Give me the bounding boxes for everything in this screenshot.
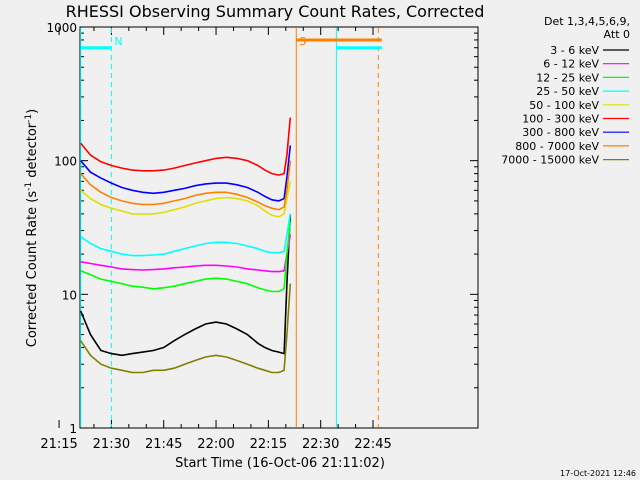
x-tick-label: 21:30 [93, 437, 130, 452]
plot-frame [79, 26, 479, 429]
series-line-3 [80, 221, 292, 293]
annotation-s: S [299, 35, 306, 48]
chart-title: RHESSI Observing Summary Count Rates, Co… [66, 2, 485, 21]
x-tick-label: 22:15 [250, 437, 287, 452]
x-tick-label: 21:15 [40, 437, 77, 452]
series-line-7 [80, 145, 292, 202]
legend-label: 25 - 50 keV [536, 85, 599, 98]
legend-label: 6 - 12 keV [543, 58, 599, 71]
series-line-4 [80, 213, 292, 257]
y-axis-label: Corrected Count Rate (s-1 detector-1) [24, 109, 40, 347]
legend-label: 12 - 25 keV [536, 71, 599, 84]
x-axis-label: Start Time (16-Oct-06 21:11:02) [175, 456, 385, 471]
timestamp: 17-Oct-2021 12:46 [560, 469, 636, 478]
legend-label: 100 - 300 keV [522, 113, 599, 126]
series-line-9 [80, 283, 292, 374]
legend-label: 7000 - 15000 keV [501, 154, 599, 167]
legend-label: 300 - 800 keV [522, 126, 599, 139]
series-line-1 [79, 213, 292, 357]
legend-header-line-1: Det 1,3,4,5,6,9, [544, 15, 630, 28]
y-tick-label: 1 [69, 422, 77, 436]
x-tick-label: 22:45 [354, 437, 391, 452]
y-tick-label: 100 [54, 155, 77, 169]
legend-header-line-2: Att 0 [604, 28, 630, 41]
annotation-n: N [114, 35, 122, 48]
series-line-2 [80, 234, 292, 273]
x-tick-label: 22:00 [197, 437, 234, 452]
series-line-6 [80, 117, 292, 176]
legend-label: 50 - 100 keV [529, 99, 599, 112]
y-tick-label: 10 [62, 288, 77, 302]
legend-label: 800 - 7000 keV [515, 140, 599, 153]
x-tick-label: 22:30 [302, 437, 339, 452]
series-line-8 [80, 160, 292, 211]
legend-label: 3 - 6 keV [550, 44, 599, 57]
y-tick-label: 1000 [46, 21, 77, 35]
series-line-5 [80, 181, 292, 218]
x-tick-label: 21:45 [145, 437, 182, 452]
